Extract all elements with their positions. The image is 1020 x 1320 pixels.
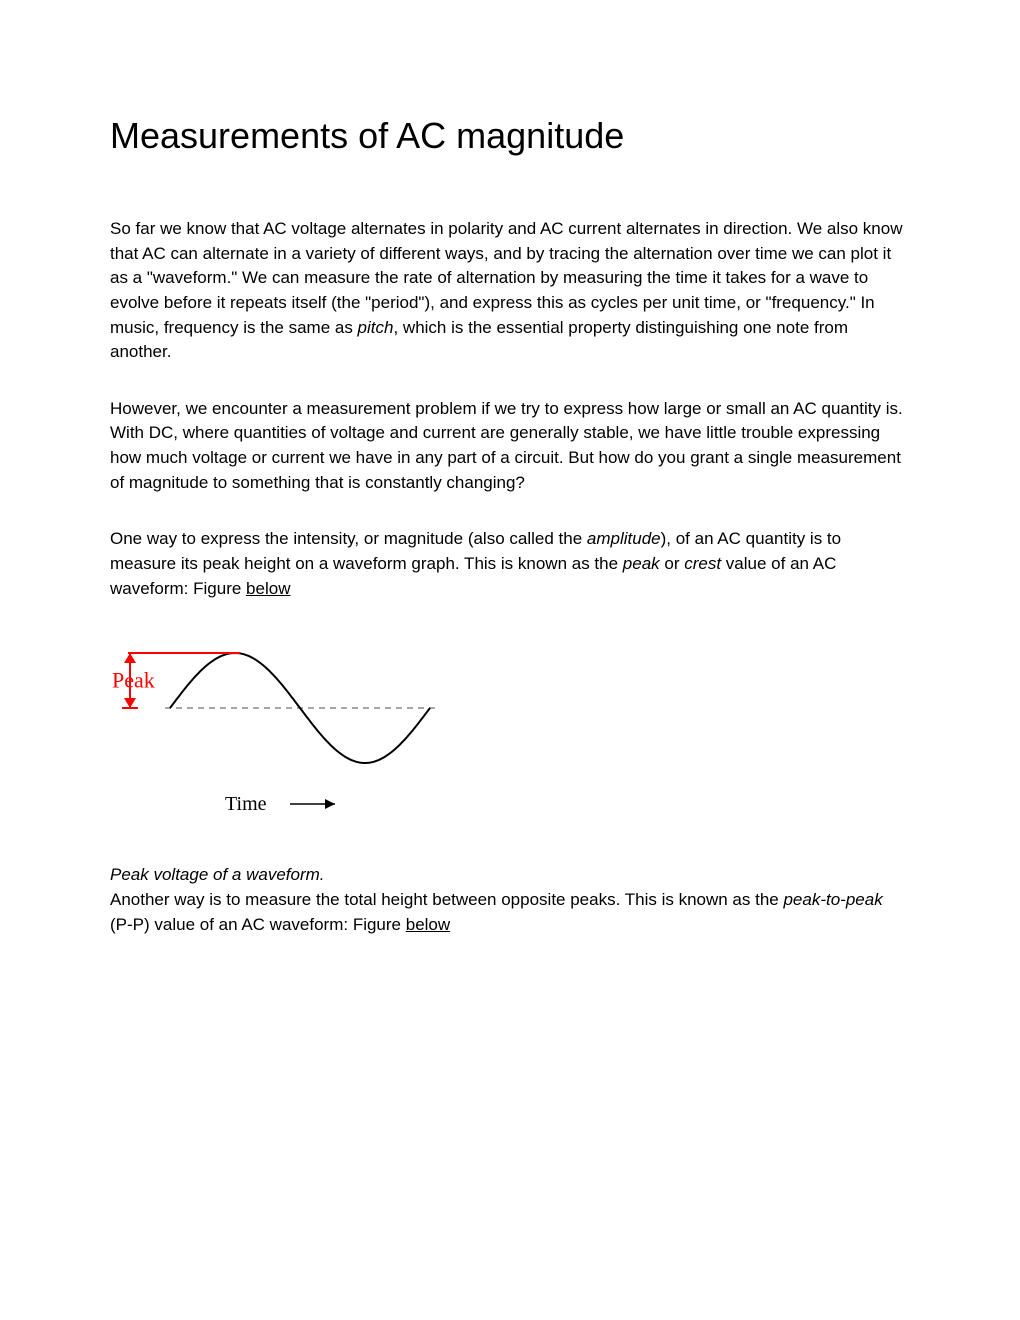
paragraph-intro: So far we know that AC voltage alternate… [110,217,910,365]
caption-and-followup: Peak voltage of a waveform. Another way … [110,863,910,937]
figure-link-below[interactable]: below [246,579,290,598]
figure-caption: Peak voltage of a waveform. [110,865,325,884]
emphasis-pitch: pitch [358,318,394,337]
emphasis-peak: peak [623,554,660,573]
text: or [660,554,685,573]
emphasis-peak-to-peak: peak-to-peak [783,890,882,909]
document-page: Measurements of AC magnitude So far we k… [0,0,1020,1017]
text: Another way is to measure the total heig… [110,890,783,909]
page-title: Measurements of AC magnitude [110,115,910,157]
text: One way to express the intensity, or mag… [110,529,587,548]
waveform-svg: Peak Time [110,633,440,828]
paragraph-problem: However, we encounter a measurement prob… [110,397,910,496]
svg-text:Peak: Peak [112,668,155,693]
peak-waveform-figure: Peak Time [110,633,910,833]
emphasis-amplitude: amplitude [587,529,661,548]
emphasis-crest: crest [684,554,721,573]
svg-text:Time: Time [225,793,267,815]
figure-link-below-2[interactable]: below [406,915,450,934]
text: (P-P) value of an AC waveform: Figure [110,915,406,934]
paragraph-peak: One way to express the intensity, or mag… [110,527,910,601]
